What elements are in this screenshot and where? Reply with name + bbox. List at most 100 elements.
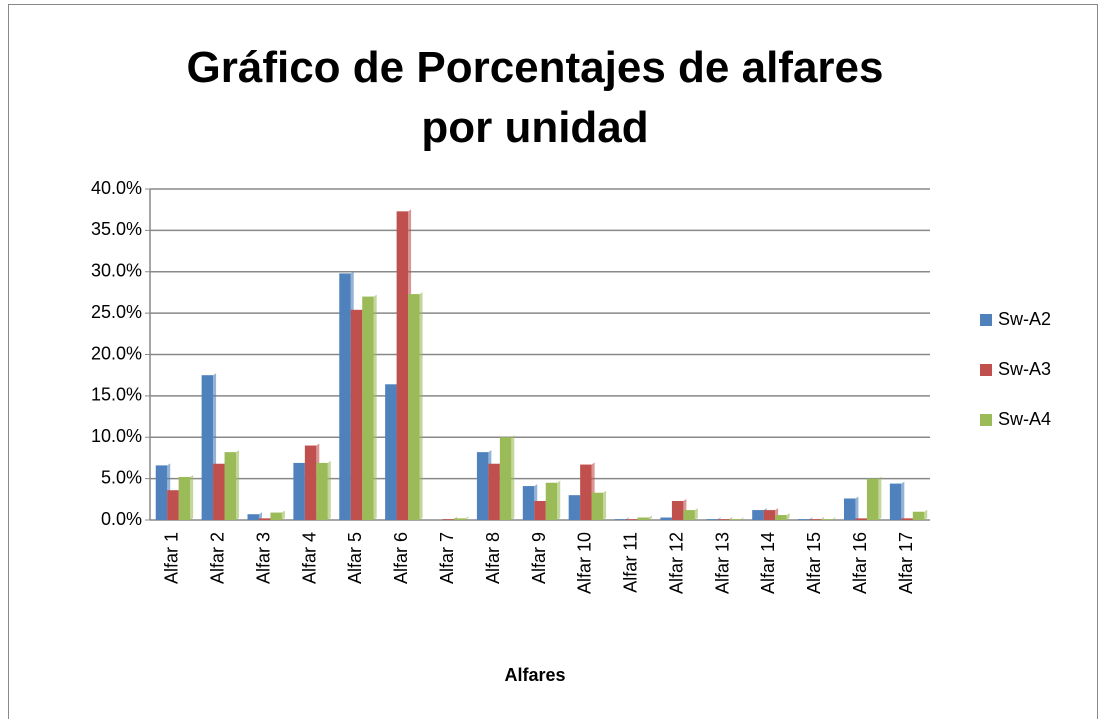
bar-side: [901, 481, 905, 520]
bar: [821, 519, 833, 520]
bar: [683, 510, 695, 520]
bar: [809, 519, 822, 520]
y-tick-label: 25.0%: [91, 302, 142, 322]
bar: [247, 514, 259, 520]
bar: [671, 500, 684, 520]
x-tick-label: Alfar 15: [804, 532, 824, 594]
y-tick-label: 10.0%: [91, 426, 142, 446]
bar: [270, 512, 282, 520]
bar-side: [832, 517, 836, 520]
y-tick-label: 30.0%: [91, 261, 142, 281]
bar: [763, 510, 776, 520]
bar-side: [281, 510, 285, 520]
bar: [201, 375, 214, 520]
bar: [499, 437, 512, 520]
x-tick-label: Alfar 17: [896, 532, 916, 594]
x-tick-label: Alfar 3: [253, 532, 273, 584]
bar: [408, 294, 420, 520]
y-tick-label: 40.0%: [91, 178, 142, 198]
bar: [798, 519, 810, 520]
legend-label: Sw-A4: [998, 409, 1051, 429]
bar: [626, 519, 638, 520]
bar-side: [236, 450, 240, 520]
bar-side: [373, 294, 377, 520]
bar: [614, 519, 627, 520]
x-tick-label: Alfar 9: [529, 532, 549, 584]
bar: [385, 384, 397, 520]
bar: [522, 486, 535, 520]
x-tick-label: Alfar 11: [621, 532, 641, 593]
bar-side: [694, 508, 698, 520]
bar-side: [511, 435, 515, 520]
bar-side: [327, 460, 331, 520]
bar-side: [258, 512, 262, 520]
bar: [866, 478, 879, 520]
x-tick-label: Alfar 5: [345, 532, 365, 584]
bar-side: [603, 490, 607, 520]
bar: [476, 452, 489, 520]
bar: [178, 476, 191, 520]
bar: [293, 462, 305, 520]
bar: [316, 462, 328, 520]
bar-side: [557, 480, 561, 520]
legend-label: Sw-A2: [998, 309, 1051, 329]
bar-side: [878, 476, 882, 520]
bar: [442, 519, 454, 520]
bar: [843, 498, 856, 520]
bar: [155, 465, 168, 520]
bar: [660, 517, 672, 520]
bar: [855, 518, 867, 520]
bar-side: [924, 509, 928, 520]
bar: [258, 518, 271, 520]
x-tick-label: Alfar 13: [712, 532, 732, 594]
bar: [350, 309, 363, 520]
bar-side: [465, 516, 469, 520]
bar-side: [786, 513, 790, 520]
bar: [167, 490, 179, 520]
x-tick-label: Alfar 14: [758, 532, 778, 594]
bar: [534, 500, 546, 520]
bar: [729, 519, 741, 520]
x-axis-title: Alfares: [504, 665, 565, 685]
bar: [213, 463, 225, 520]
x-tick-label: Alfar 10: [575, 532, 595, 594]
bar-side: [419, 292, 423, 520]
y-tick-label: 15.0%: [91, 385, 142, 405]
bar: [224, 452, 237, 520]
y-tick-label: 20.0%: [91, 343, 142, 363]
bar: [453, 518, 466, 520]
chart-title: Gráfico de Porcentajes de alfares por un…: [186, 43, 884, 152]
bar: [488, 463, 500, 520]
bar: [304, 445, 317, 520]
bar: [775, 515, 787, 520]
bar: [637, 517, 649, 520]
bar: [912, 511, 925, 520]
y-tick-label: 5.0%: [101, 467, 142, 487]
legend-swatch: [980, 314, 992, 326]
legend-label: Sw-A3: [998, 359, 1051, 379]
bar: [717, 519, 730, 520]
x-tick-label: Alfar 7: [437, 532, 457, 584]
bar-side: [648, 515, 652, 520]
x-tick-label: Alfar 1: [162, 532, 182, 584]
chart-frame: [8, 4, 1098, 719]
bar: [362, 296, 374, 520]
bar: [396, 211, 409, 520]
bar: [889, 483, 902, 520]
bar: [339, 273, 351, 520]
bar: [901, 518, 913, 520]
y-tick-label: 0.0%: [101, 509, 142, 529]
x-tick-label: Alfar 6: [391, 532, 411, 584]
x-tick-label: Alfar 12: [666, 532, 686, 594]
bar-side: [190, 474, 194, 520]
bar: [568, 495, 581, 520]
x-tick-label: Alfar 8: [483, 532, 503, 584]
bar: [545, 482, 558, 520]
bar: [706, 519, 718, 520]
bar-side: [855, 496, 859, 520]
bar: [591, 492, 604, 520]
x-tick-label: Alfar 4: [299, 532, 319, 584]
bar: [580, 464, 592, 520]
